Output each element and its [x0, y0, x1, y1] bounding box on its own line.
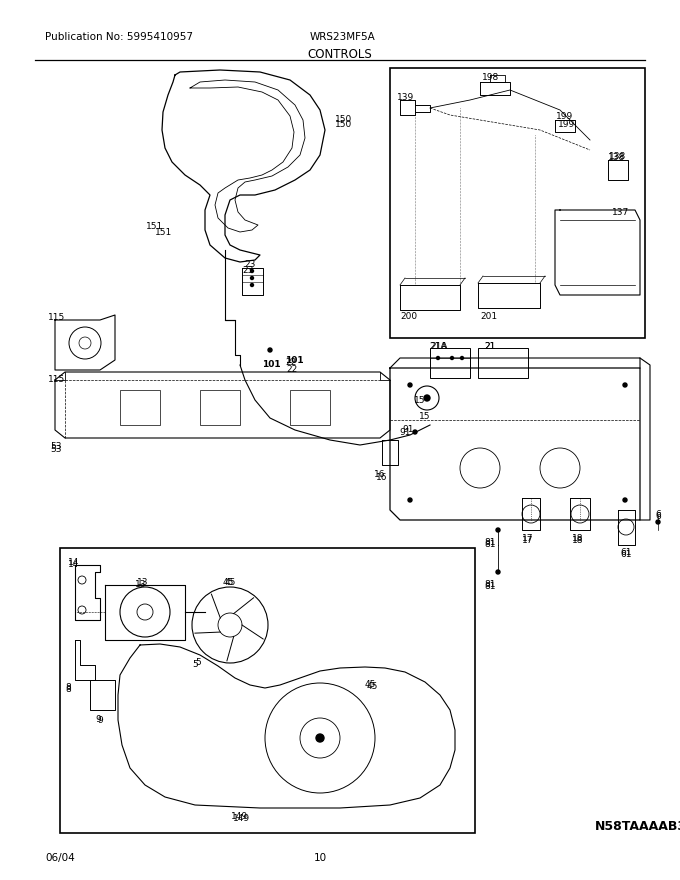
Text: 91: 91: [403, 425, 413, 434]
Text: 115: 115: [48, 375, 65, 384]
Text: 45: 45: [364, 680, 375, 689]
Text: 10: 10: [313, 853, 326, 863]
Text: 21A: 21A: [430, 342, 447, 351]
Text: 149: 149: [231, 812, 249, 821]
Text: 22: 22: [286, 365, 297, 374]
Circle shape: [413, 430, 417, 434]
Circle shape: [623, 498, 627, 502]
Text: Publication No: 5995410957: Publication No: 5995410957: [45, 32, 193, 42]
Text: 13: 13: [135, 580, 146, 589]
Text: 151: 151: [146, 222, 164, 231]
Text: 15: 15: [420, 412, 430, 421]
Text: 61: 61: [620, 548, 632, 557]
Text: 200: 200: [400, 312, 417, 321]
Text: 17: 17: [522, 534, 534, 543]
Text: N58TAAAAB3: N58TAAAAB3: [595, 820, 680, 833]
Circle shape: [656, 520, 660, 524]
Text: 139: 139: [397, 93, 414, 102]
Circle shape: [250, 283, 254, 287]
Text: 5: 5: [195, 658, 201, 667]
Text: 16: 16: [376, 473, 388, 482]
Bar: [200, 390, 240, 425]
Bar: [120, 390, 160, 425]
Text: CONTROLS: CONTROLS: [307, 48, 373, 61]
Text: 45: 45: [224, 578, 236, 587]
Text: 21A: 21A: [429, 342, 447, 351]
Text: 115: 115: [48, 313, 65, 322]
Text: 149: 149: [233, 814, 250, 823]
Circle shape: [424, 395, 430, 401]
Text: 14: 14: [68, 558, 80, 567]
Text: 198: 198: [482, 73, 499, 82]
Text: 18: 18: [573, 534, 583, 543]
Text: 81: 81: [484, 540, 496, 549]
Bar: [478, 348, 528, 378]
Text: 91: 91: [399, 428, 411, 437]
Text: 17: 17: [522, 536, 534, 545]
Bar: [430, 348, 470, 378]
Text: 21: 21: [484, 342, 496, 351]
Text: 101: 101: [285, 356, 304, 365]
Text: WRS23MF5A: WRS23MF5A: [310, 32, 376, 42]
Text: 18: 18: [573, 536, 583, 545]
Text: 61: 61: [620, 550, 632, 559]
Text: 8: 8: [65, 683, 71, 692]
Text: 14: 14: [68, 560, 80, 569]
Text: 9: 9: [97, 716, 103, 725]
Text: 101: 101: [262, 360, 281, 369]
Text: 138: 138: [608, 153, 625, 162]
Circle shape: [250, 269, 254, 273]
Text: 151: 151: [155, 228, 172, 237]
Text: 199: 199: [558, 120, 575, 129]
Text: 81: 81: [484, 582, 496, 591]
Text: 13: 13: [137, 578, 148, 587]
Text: 53: 53: [50, 445, 61, 454]
Circle shape: [268, 348, 272, 352]
Text: 23: 23: [244, 260, 256, 269]
Bar: [290, 390, 330, 425]
Text: 06/04: 06/04: [45, 853, 75, 863]
Text: 150: 150: [335, 115, 352, 124]
Text: 16: 16: [374, 470, 386, 479]
Text: 6: 6: [655, 512, 661, 521]
Text: 15: 15: [414, 396, 426, 405]
Text: 6: 6: [655, 510, 661, 519]
Text: 45: 45: [367, 682, 377, 691]
Circle shape: [496, 528, 500, 532]
Text: 53: 53: [50, 442, 61, 451]
Text: 201: 201: [480, 312, 497, 321]
Text: 45: 45: [222, 578, 234, 587]
Bar: [60, 548, 475, 833]
Circle shape: [250, 276, 254, 280]
Text: 8: 8: [65, 685, 71, 694]
Text: 5: 5: [192, 660, 198, 669]
Circle shape: [450, 356, 454, 360]
Text: 138: 138: [609, 152, 627, 161]
Circle shape: [460, 356, 464, 360]
Text: 137: 137: [612, 208, 629, 217]
Circle shape: [408, 383, 412, 387]
Circle shape: [496, 570, 500, 574]
Text: 81: 81: [484, 580, 496, 589]
Text: 81: 81: [484, 538, 496, 547]
Circle shape: [437, 356, 439, 360]
Text: 199: 199: [556, 112, 574, 121]
Text: 9: 9: [95, 715, 101, 724]
Circle shape: [623, 383, 627, 387]
Text: 23: 23: [242, 266, 254, 275]
Circle shape: [316, 734, 324, 742]
Text: 150: 150: [335, 120, 352, 129]
Text: 21: 21: [484, 342, 496, 351]
Bar: [390, 68, 645, 338]
Circle shape: [408, 498, 412, 502]
Text: 22: 22: [285, 358, 296, 367]
